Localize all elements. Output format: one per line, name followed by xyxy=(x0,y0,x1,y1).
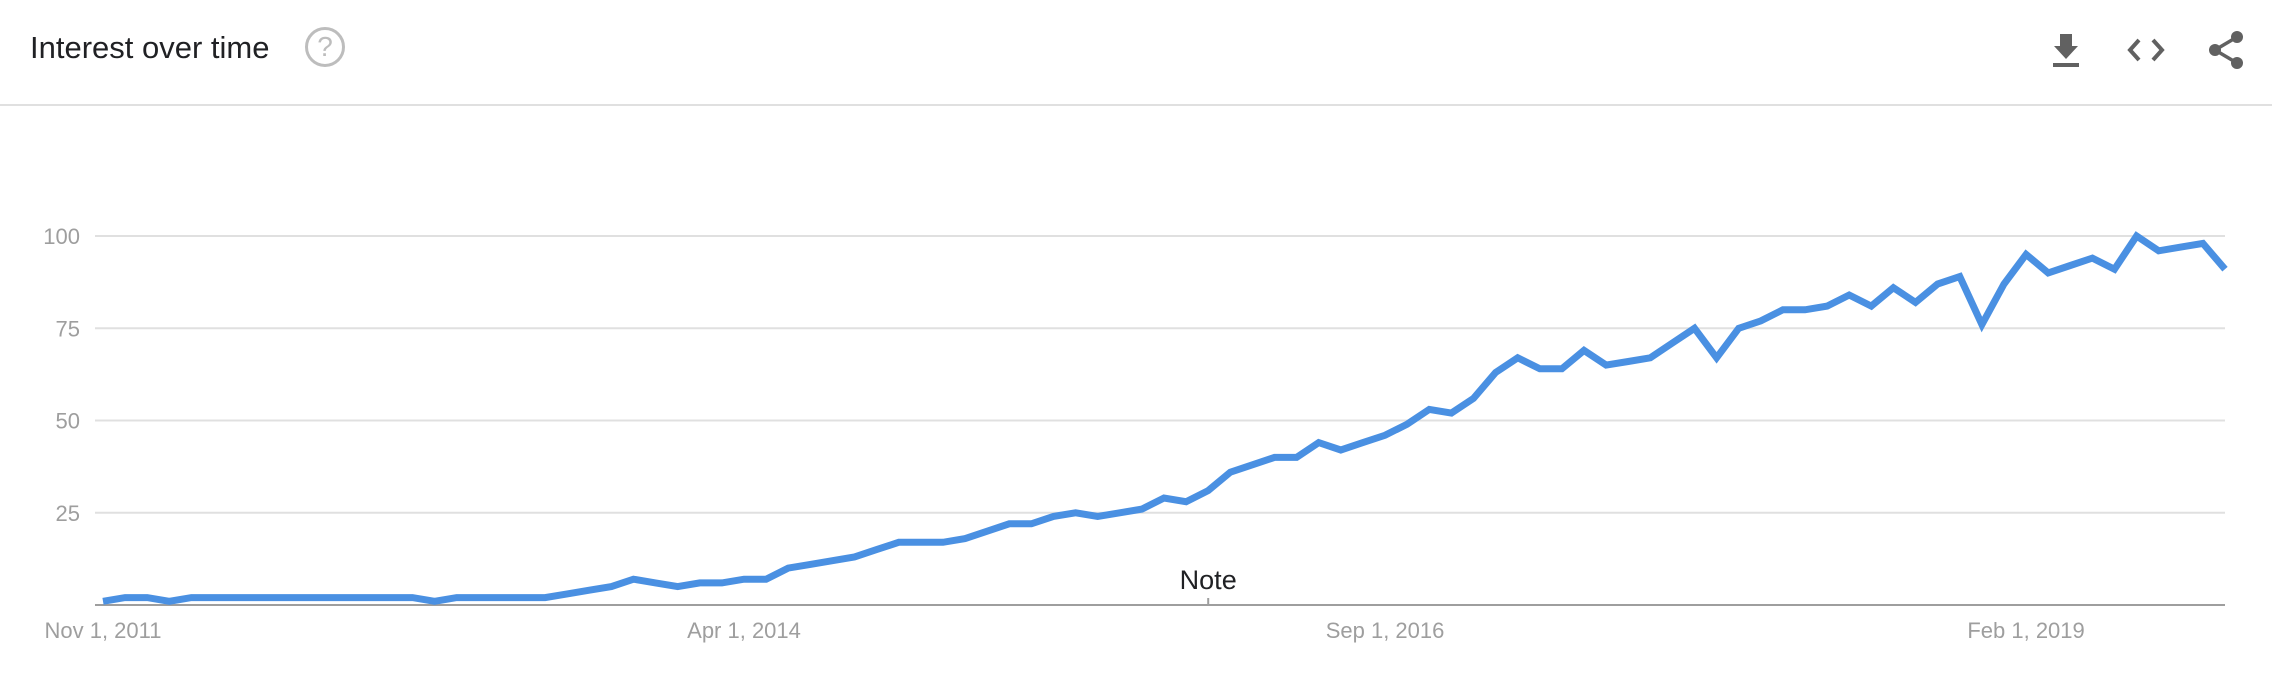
note-annotation[interactable]: Note xyxy=(1180,565,1237,605)
x-tick-label: Nov 1, 2011 xyxy=(44,618,161,643)
x-tick-label: Sep 1, 2016 xyxy=(1326,618,1445,643)
note-label: Note xyxy=(1180,565,1237,595)
x-tick-label: Feb 1, 2019 xyxy=(1967,618,2084,643)
y-tick-label: 75 xyxy=(56,316,80,341)
chart-title: Interest over time xyxy=(30,30,270,65)
grid-lines xyxy=(95,235,2225,514)
y-axis-ticks: 25 50 75 100 xyxy=(43,224,80,526)
y-tick-label: 50 xyxy=(56,409,80,434)
help-icon[interactable]: ? xyxy=(305,27,345,67)
chart-header: Interest over time ? xyxy=(0,0,2272,106)
embed-code-icon[interactable] xyxy=(2124,28,2168,72)
interest-line-chart: 25 50 75 100 Nov 1, 2011 Apr 1, 2014 Sep 1, 2… xyxy=(43,224,2228,643)
y-tick-label: 100 xyxy=(43,224,80,249)
share-icon[interactable] xyxy=(2204,28,2248,72)
series-line xyxy=(102,231,2228,605)
x-axis-ticks: Nov 1, 2011 Apr 1, 2014 Sep 1, 2016 Feb 1, … xyxy=(44,618,2084,643)
x-tick-label: Apr 1, 2014 xyxy=(687,618,801,643)
y-tick-label: 25 xyxy=(56,501,80,526)
download-icon[interactable] xyxy=(2044,28,2088,72)
